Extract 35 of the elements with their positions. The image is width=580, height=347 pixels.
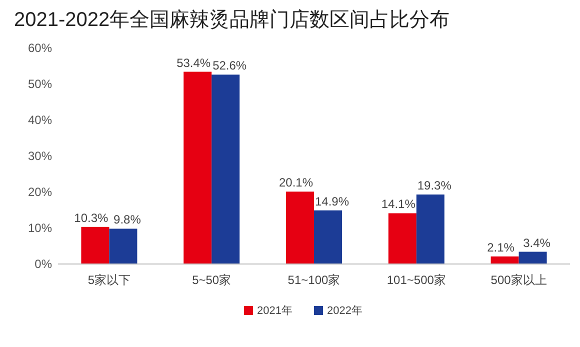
data-label: 2.1% xyxy=(487,240,515,254)
x-tick-label: 5家以下 xyxy=(88,273,131,287)
legend-label: 2021年 xyxy=(257,305,292,317)
x-tick-label: 51~100家 xyxy=(288,273,340,287)
chart-title: 2021-2022年全国麻辣烫品牌门店数区间占比分布 xyxy=(14,9,450,31)
y-tick-label: 60% xyxy=(28,41,52,55)
y-tick-label: 10% xyxy=(28,221,52,235)
bar xyxy=(81,226,110,264)
data-label: 10.3% xyxy=(74,210,109,225)
y-tick-label: 20% xyxy=(28,185,52,199)
y-tick-label: 30% xyxy=(28,149,52,163)
data-label: 3.4% xyxy=(523,236,551,250)
bar xyxy=(314,210,342,264)
bar xyxy=(184,72,212,264)
data-label: 14.1% xyxy=(381,197,416,212)
data-label: 20.1% xyxy=(278,176,314,190)
data-label: 9.8% xyxy=(114,212,142,227)
x-tick-label: 5~50家 xyxy=(192,273,232,287)
data-label: 52.6% xyxy=(212,58,247,73)
bar xyxy=(109,228,138,264)
legend-label: 2022年 xyxy=(327,305,362,317)
data-label: 19.3% xyxy=(417,178,452,193)
bar xyxy=(416,194,444,264)
data-label: 53.4% xyxy=(176,56,211,70)
bar xyxy=(286,192,314,264)
data-label: 14.9% xyxy=(314,194,350,208)
bar xyxy=(490,256,519,264)
y-tick-label: 40% xyxy=(28,113,52,127)
y-tick-label: 0% xyxy=(34,257,52,271)
x-tick-label: 101~500家 xyxy=(386,273,446,287)
bar xyxy=(518,252,547,264)
y-tick-label: 50% xyxy=(28,77,52,91)
bar xyxy=(212,74,240,264)
bar xyxy=(388,213,416,264)
x-tick-label: 500家以上 xyxy=(490,273,547,287)
